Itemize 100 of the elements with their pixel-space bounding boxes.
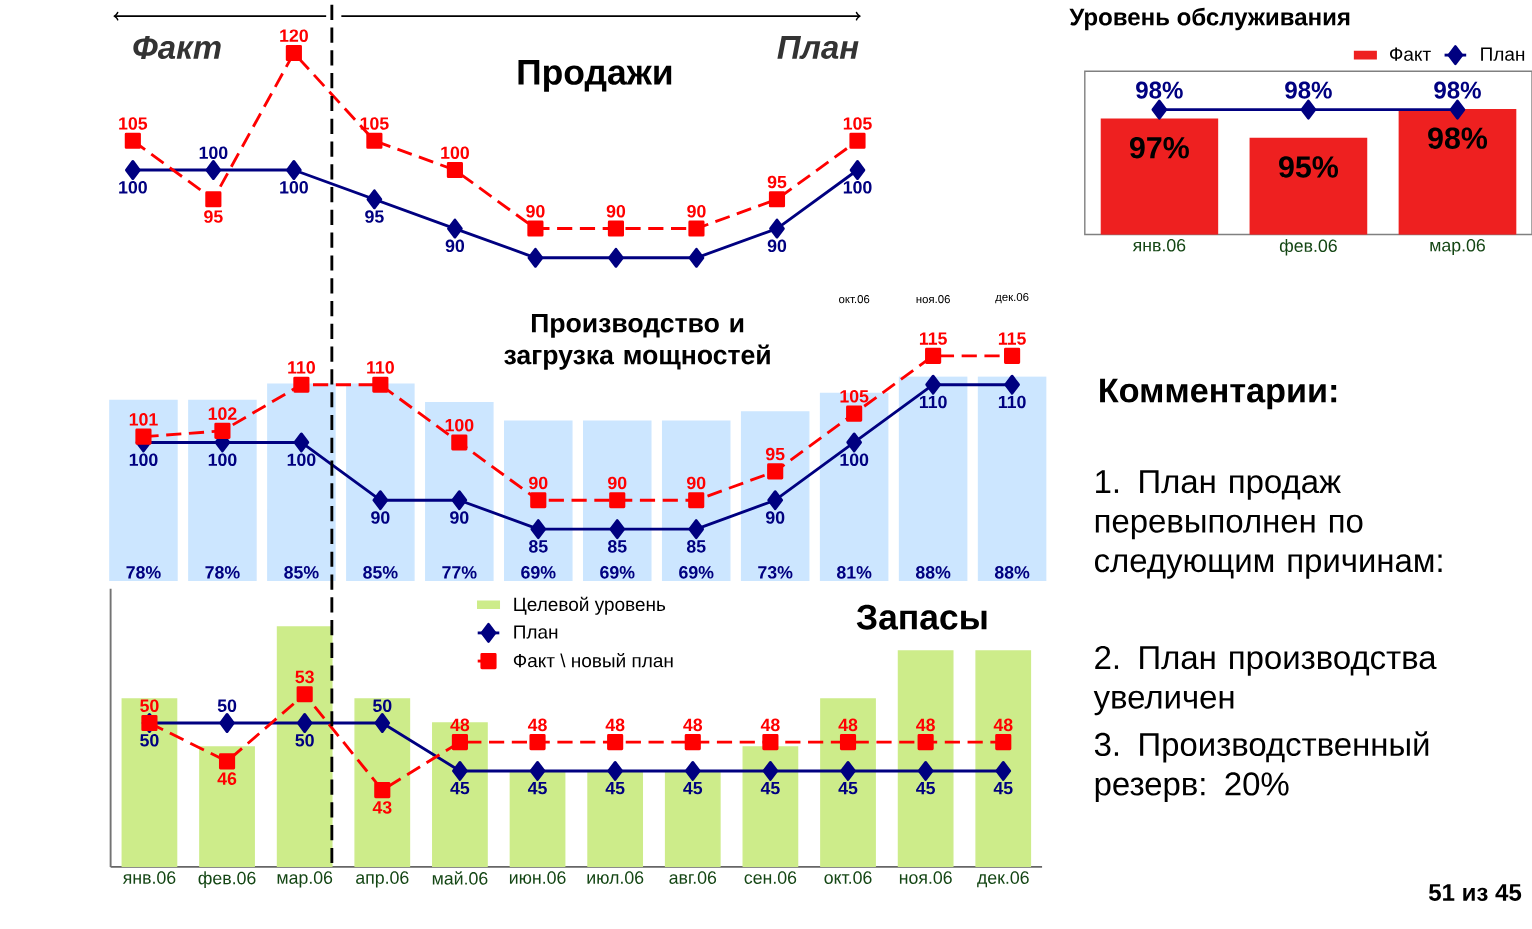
point [366, 132, 383, 150]
point [374, 782, 391, 799]
point [839, 734, 857, 751]
data-label: 90 [606, 205, 626, 218]
data-label: 81% [836, 566, 872, 579]
point [607, 734, 624, 751]
data-label: 73% [758, 566, 793, 579]
data-label: 50 [295, 734, 314, 747]
data-label: 69% [679, 566, 714, 579]
data-label: 48 [993, 718, 1013, 732]
annotation: План [777, 36, 859, 60]
data-label: 85 [686, 540, 706, 553]
data-label: 48 [450, 718, 470, 732]
point [917, 734, 934, 751]
point [762, 761, 779, 782]
data-label: 100 [119, 181, 147, 194]
data-label: 90 [765, 511, 785, 524]
x-tick-label: июн.06 [509, 871, 566, 885]
data-label: 115 [998, 332, 1026, 346]
point [840, 761, 856, 782]
point [767, 463, 784, 480]
data-label: 110 [288, 361, 315, 374]
data-label: 101 [129, 413, 158, 426]
data-label: 50 [217, 699, 237, 713]
data-label: 100 [843, 181, 872, 194]
point [762, 734, 779, 751]
legend-label: План [514, 625, 558, 639]
annotation: Факт [133, 36, 221, 60]
data-label: 45 [605, 782, 625, 795]
data-label: 100 [840, 453, 869, 467]
point [846, 432, 862, 453]
point [607, 220, 625, 237]
data-label: 95 [765, 447, 785, 461]
data-label: 85% [363, 566, 398, 579]
point [529, 761, 546, 782]
data-label: 90 [371, 511, 390, 524]
point [446, 162, 463, 179]
data-label: 110 [919, 395, 947, 409]
legend-label: Факт [1390, 47, 1431, 62]
legend-label: Целевой уровень [514, 596, 666, 616]
data-label: 98% [1285, 81, 1332, 99]
data-label: 48 [760, 718, 780, 732]
data-label: 45 [838, 782, 858, 795]
legend-label: Факт \ новый план [513, 653, 673, 668]
data-label: 95 [767, 175, 787, 189]
x-tick-label: авг.06 [669, 871, 717, 885]
data-label: 98% [1428, 127, 1488, 150]
point [607, 761, 623, 782]
x-tick-label: янв.06 [1132, 239, 1186, 252]
data-label: 85 [607, 540, 627, 553]
data-label: 53 [295, 670, 314, 684]
point [849, 160, 866, 181]
data-label: 90 [608, 476, 627, 490]
chart-title: Производство и загрузка мощностей [504, 314, 770, 370]
point [688, 519, 705, 540]
data-label: 45 [450, 782, 470, 795]
data-label: 78% [126, 566, 161, 579]
data-label: 95 [204, 210, 223, 224]
data-label: 105 [843, 117, 872, 130]
data-label: 90 [445, 239, 465, 253]
data-label: 120 [280, 29, 308, 43]
point [372, 490, 389, 511]
point [917, 761, 934, 782]
x-tick-label: май.06 [432, 871, 488, 885]
data-label: 50 [140, 734, 159, 747]
data-label: 77% [442, 566, 477, 579]
data-label: 98% [1434, 81, 1481, 99]
chart-title: Продажи [518, 60, 672, 93]
point [609, 492, 626, 509]
data-label: 100 [441, 146, 469, 160]
point [529, 734, 546, 751]
point [527, 220, 544, 237]
data-label: 90 [450, 511, 469, 524]
point [218, 753, 236, 770]
point [451, 434, 468, 451]
point [447, 218, 463, 239]
data-label: 45 [916, 782, 936, 795]
point [372, 376, 389, 393]
data-label: 48 [527, 718, 547, 732]
point [768, 191, 786, 208]
point [530, 492, 547, 509]
point [769, 218, 785, 239]
point [451, 490, 468, 511]
data-label: 90 [767, 239, 787, 253]
x-tick-label: дек.06 [977, 871, 1029, 888]
data-label: 50 [140, 699, 159, 713]
point [767, 490, 784, 511]
data-label: 97% [1129, 137, 1189, 159]
data-label: 105 [119, 117, 148, 130]
x-tick-label: мар.06 [277, 871, 333, 888]
data-label: 105 [840, 390, 869, 403]
point [849, 132, 866, 150]
text: 51 из 45 [1428, 884, 1522, 902]
point [684, 761, 701, 782]
text: 1. План продаж перевыполнен по следующим причинам: [1094, 470, 1442, 579]
data-label: 50 [372, 699, 392, 713]
data-label: 85% [284, 566, 319, 579]
data-label: 110 [998, 395, 1026, 409]
data-label: 90 [687, 205, 706, 218]
point [451, 734, 468, 751]
